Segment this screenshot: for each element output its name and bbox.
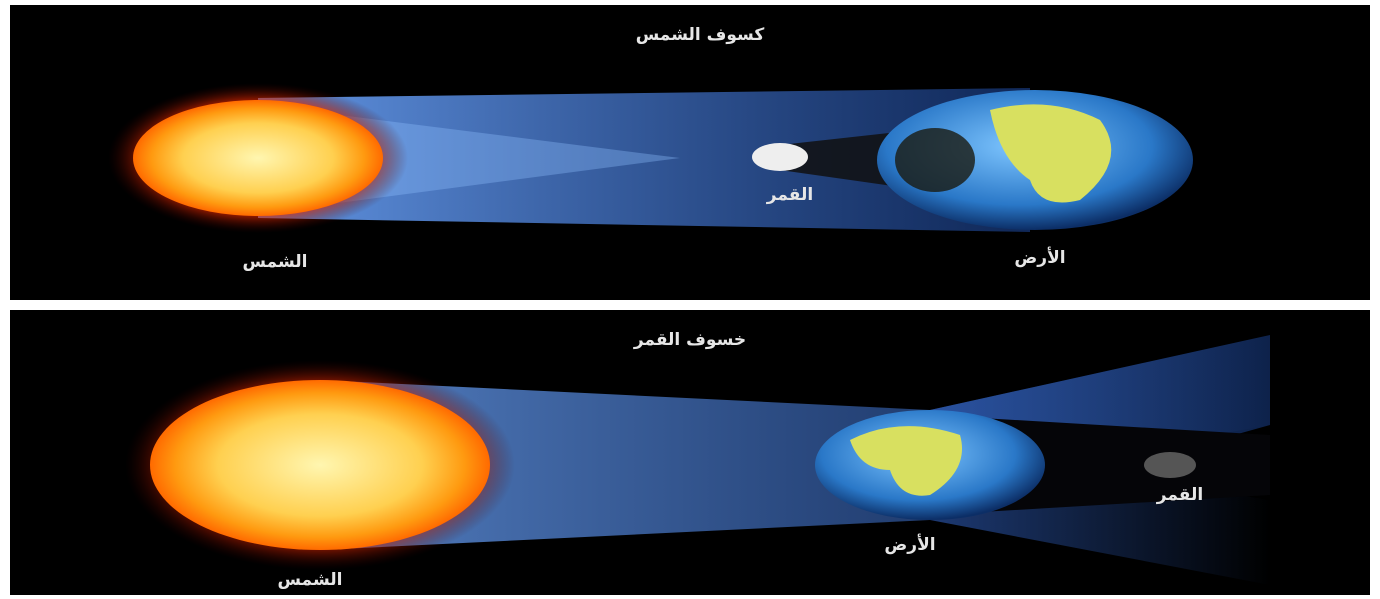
panel-title: خسوف القمر [633,330,746,350]
shadow-spot [895,128,975,192]
light-beam [258,88,1030,232]
sun-label: الشمس [243,252,308,272]
continent [990,104,1112,203]
panel-title: كسوف الشمس [636,25,765,45]
sun-label: الشمس [278,570,343,590]
moon-label: القمر [766,185,813,205]
earth-label: الأرض [884,534,935,555]
sun [133,100,383,216]
sun [150,380,490,550]
moon [1144,452,1196,478]
moon-label: القمر [1156,485,1203,505]
continent [850,426,962,496]
moon [752,143,808,171]
earth-label: الأرض [1014,247,1065,268]
